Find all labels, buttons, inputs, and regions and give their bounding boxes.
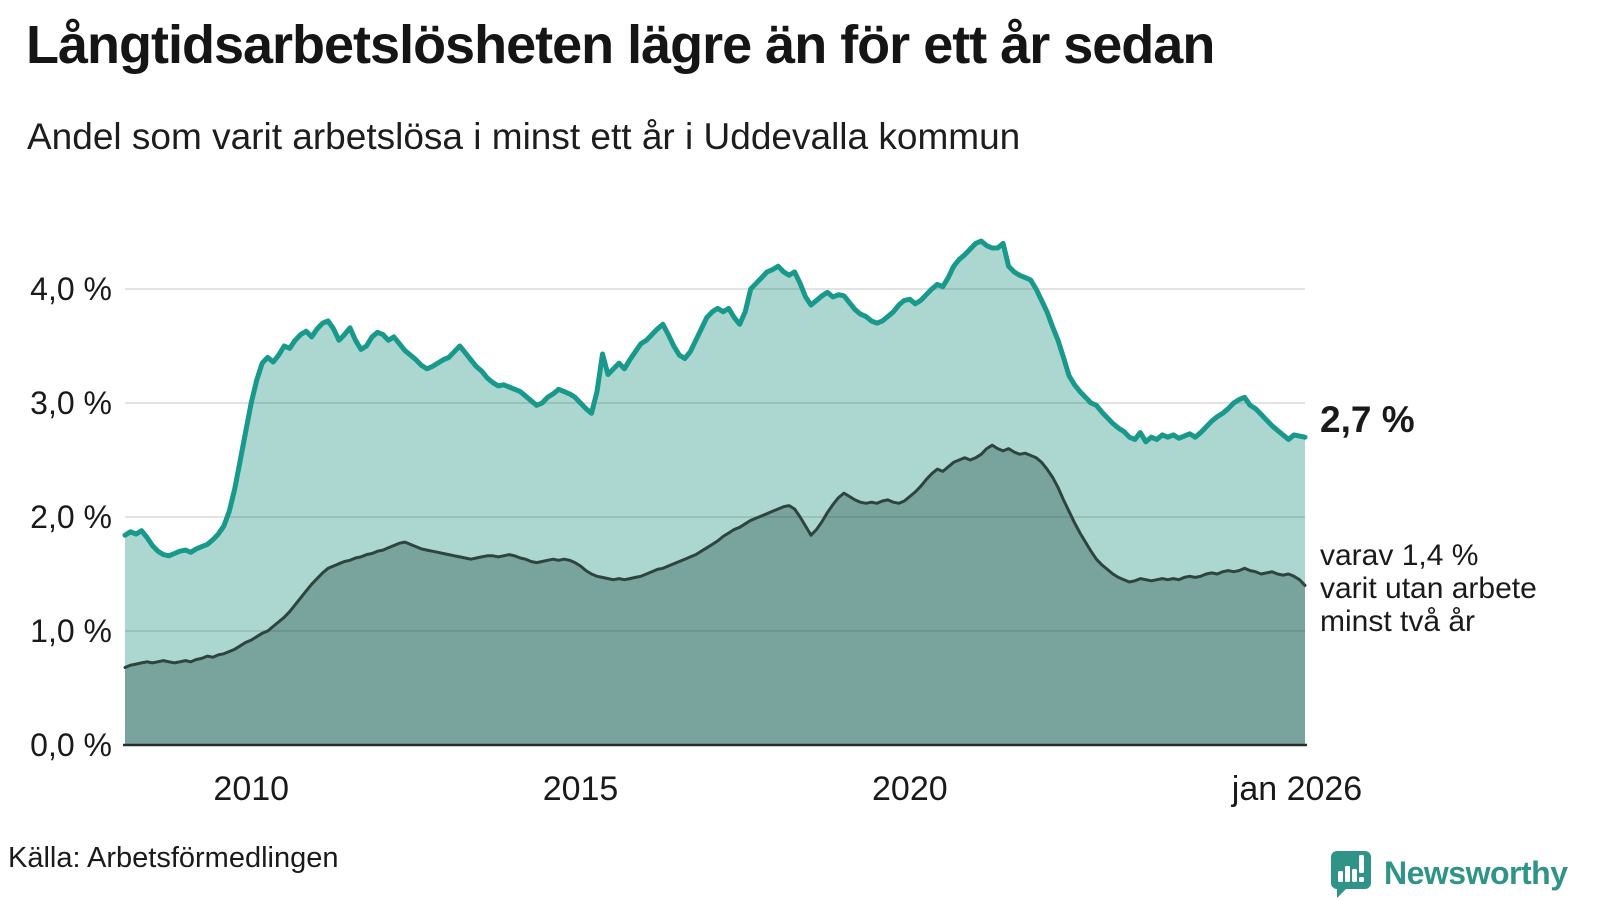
y-axis-label-2: 2,0 %	[30, 499, 112, 535]
end-sublabel-line-1: varav 1,4 %	[1320, 539, 1478, 572]
series-line-0	[122, 238, 1308, 559]
newsworthy-logo-text: Newsworthy	[1384, 854, 1568, 891]
series-line-1	[123, 443, 1307, 669]
page-subtitle: Andel som varit arbetslösa i minst ett å…	[27, 116, 1021, 157]
page-title: Långtidsarbetslösheten lägre än för ett …	[26, 15, 1215, 75]
x-axis-label-2015: 2015	[543, 770, 619, 808]
y-axis-label-0: 0,0 %	[30, 727, 112, 763]
area-fill-1	[125, 445, 1305, 745]
unemployment-area-chart: 0,0 % 1,0 % 2,0 % 3,0 % 4,0 % 2010 2015 2020 jan…	[30, 238, 1537, 808]
x-axis-label-2020: 2020	[872, 770, 948, 808]
x-axis-label-jan-2026: jan 2026	[1231, 770, 1362, 808]
newsworthy-logo: Newsworthy	[1330, 843, 1580, 900]
source-note: Källa: Arbetsförmedlingen	[8, 842, 339, 874]
newsworthy-bubble-chart-icon	[1331, 851, 1371, 898]
y-axis-label-1: 1,0 %	[30, 613, 112, 649]
end-sublabel-line-2: varit utan arbete	[1320, 572, 1537, 605]
y-axis-label-3: 3,0 %	[30, 385, 112, 421]
end-sublabel-line-3: minst två år	[1320, 605, 1475, 638]
end-value-label: 2,7 %	[1320, 399, 1415, 440]
y-axis-label-4: 4,0 %	[30, 271, 112, 307]
x-axis-label-2010: 2010	[213, 770, 289, 808]
